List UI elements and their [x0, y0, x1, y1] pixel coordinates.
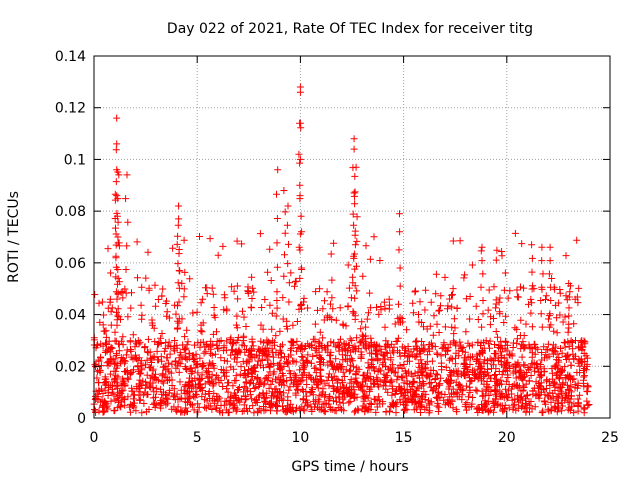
y-tick-label: 0.12: [55, 101, 86, 117]
y-tick-label: 0.08: [55, 204, 86, 220]
x-tick-label: 20: [498, 430, 516, 446]
x-axis-label: GPS time / hours: [291, 459, 408, 475]
x-tick-label: 15: [395, 430, 413, 446]
y-tick-label: 0.06: [55, 256, 86, 272]
y-tick-label: 0: [77, 411, 86, 427]
y-tick-labels: 0 0.02 0.04 0.06 0.08 0.1 0.12 0.14: [55, 49, 86, 427]
data-points: [90, 83, 593, 417]
x-tick-label: 0: [90, 430, 99, 446]
x-tick-labels: 0 5 10 15 20 25: [90, 430, 619, 446]
x-tick-label: 10: [291, 430, 309, 446]
y-tick-label: 0.04: [55, 308, 86, 324]
chart-title: Day 022 of 2021, Rate Of TEC Index for r…: [167, 21, 533, 37]
x-tick-label: 25: [601, 430, 619, 446]
y-tick-label: 0.02: [55, 359, 86, 375]
y-tick-label: 0.1: [64, 152, 86, 168]
axis-ticks: [93, 55, 611, 419]
y-tick-label: 0.14: [55, 49, 86, 65]
y-axis-label: ROTI / TECUs: [6, 191, 22, 283]
roti-series-markers: [90, 83, 593, 417]
plot-frame: [93, 55, 611, 419]
x-tick-label: 5: [193, 430, 202, 446]
